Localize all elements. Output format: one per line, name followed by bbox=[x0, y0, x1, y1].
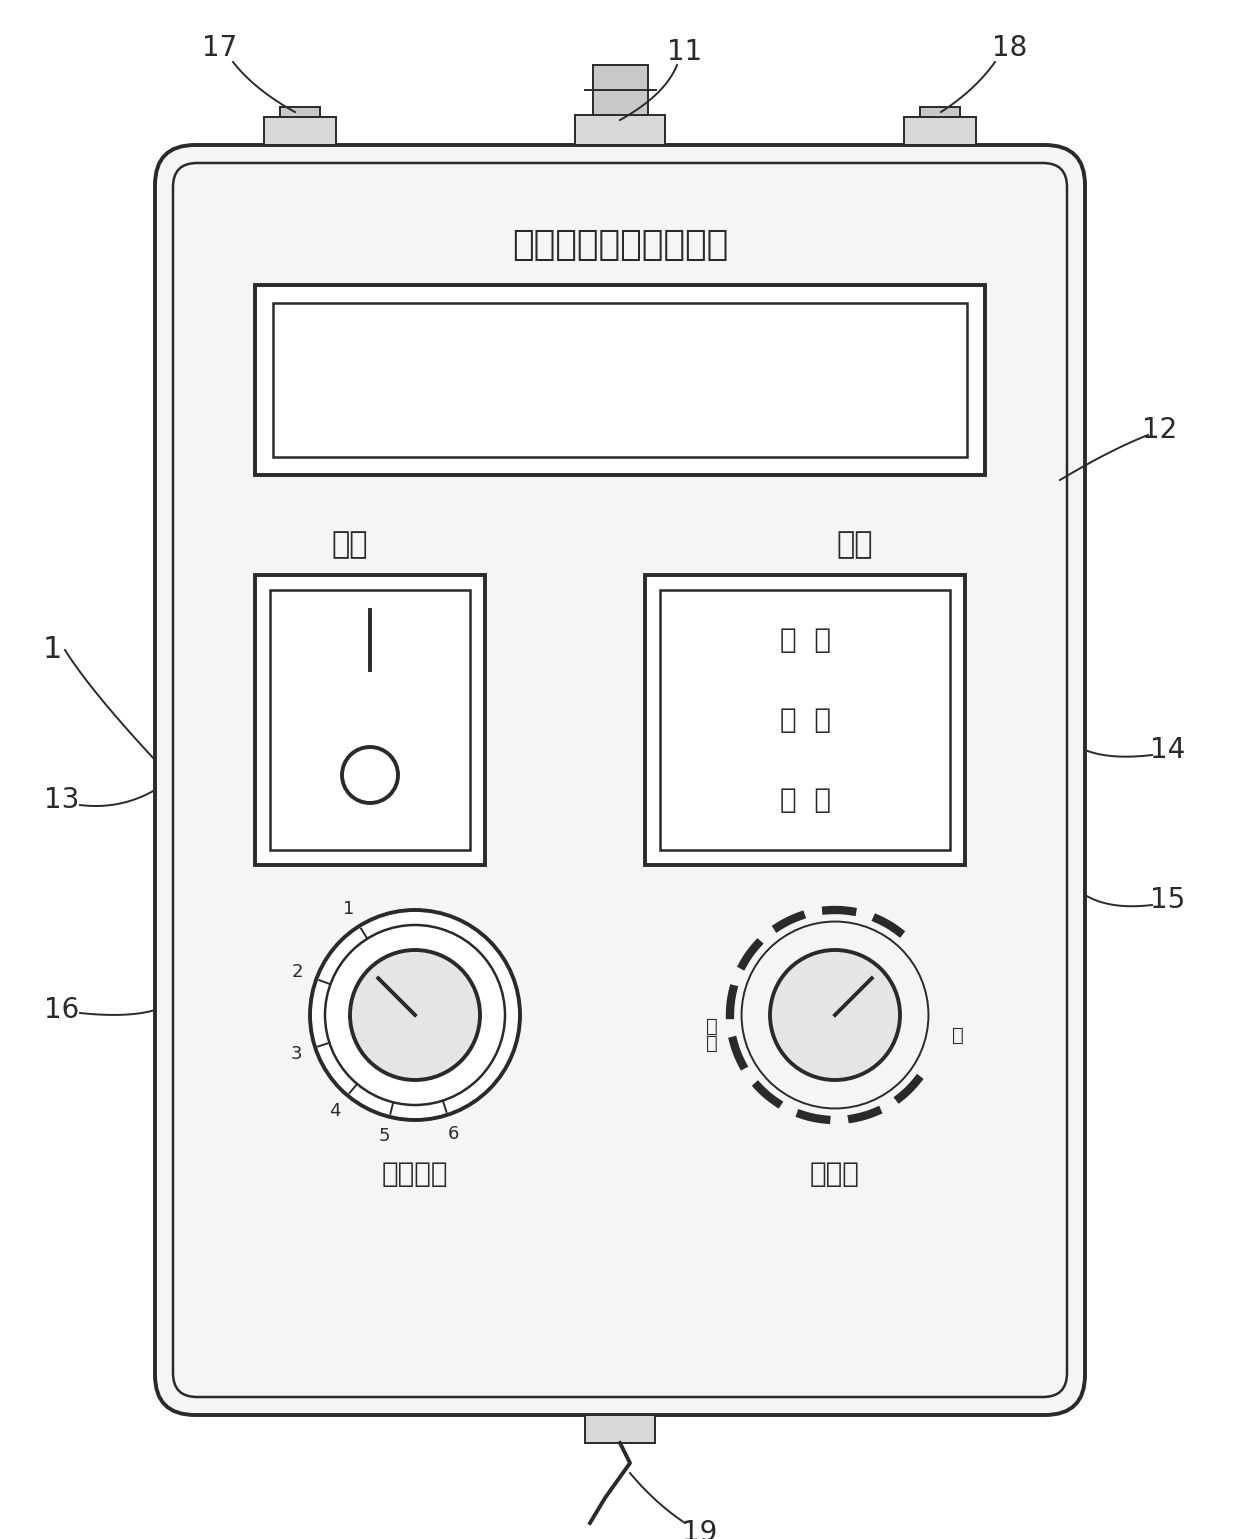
Text: 高: 高 bbox=[952, 1025, 963, 1045]
Circle shape bbox=[310, 910, 520, 1120]
Bar bbox=[585, 1414, 655, 1444]
Bar bbox=[904, 117, 976, 145]
Text: 6: 6 bbox=[448, 1125, 459, 1143]
Text: 16: 16 bbox=[45, 996, 79, 1023]
Circle shape bbox=[770, 950, 900, 1080]
Text: 13: 13 bbox=[45, 786, 79, 814]
Text: 检测转换: 检测转换 bbox=[382, 1160, 448, 1188]
Text: 19: 19 bbox=[682, 1519, 718, 1539]
Text: 电锁: 电锁 bbox=[332, 531, 368, 560]
Circle shape bbox=[350, 950, 480, 1080]
Text: 17: 17 bbox=[202, 34, 238, 62]
Text: 停  止: 停 止 bbox=[780, 706, 831, 734]
Bar bbox=[920, 108, 960, 117]
Bar bbox=[273, 303, 967, 457]
Circle shape bbox=[342, 746, 398, 803]
Text: 2: 2 bbox=[291, 963, 304, 982]
Text: 11: 11 bbox=[667, 38, 703, 66]
Bar bbox=[660, 589, 950, 850]
Text: 4: 4 bbox=[329, 1102, 341, 1120]
Text: 18: 18 bbox=[992, 34, 1028, 62]
Bar bbox=[645, 576, 965, 865]
Bar bbox=[255, 285, 985, 476]
Text: 15: 15 bbox=[1151, 886, 1185, 914]
Bar bbox=[593, 65, 647, 115]
Text: 前  进: 前 进 bbox=[780, 626, 831, 654]
Text: 3: 3 bbox=[290, 1045, 301, 1062]
Text: 后  退: 后 退 bbox=[780, 786, 831, 814]
Bar bbox=[264, 117, 336, 145]
Text: 14: 14 bbox=[1151, 736, 1185, 763]
Bar bbox=[270, 589, 470, 850]
Text: 低
关: 低 关 bbox=[706, 1017, 718, 1053]
Text: 1: 1 bbox=[42, 636, 62, 665]
Text: 调速器: 调速器 bbox=[810, 1160, 859, 1188]
FancyBboxPatch shape bbox=[155, 145, 1085, 1414]
Text: 档位: 档位 bbox=[837, 531, 873, 560]
Bar bbox=[255, 576, 485, 865]
Text: 5: 5 bbox=[379, 1127, 391, 1145]
Bar bbox=[575, 115, 665, 145]
Bar bbox=[280, 108, 320, 117]
Text: 1: 1 bbox=[343, 900, 355, 917]
Text: 12: 12 bbox=[1142, 416, 1178, 443]
Circle shape bbox=[325, 925, 505, 1105]
Text: 电动汽车故障检测仪表: 电动汽车故障检测仪表 bbox=[512, 228, 728, 262]
